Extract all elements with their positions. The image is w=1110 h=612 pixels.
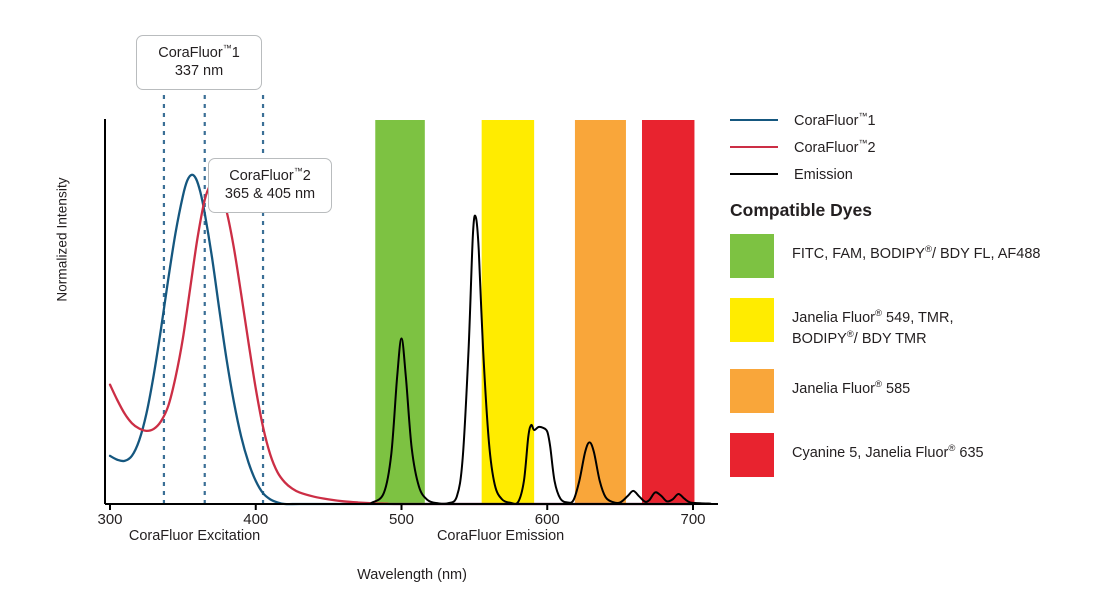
callout-corafluor-1: CoraFluor™1 337 nm — [136, 35, 262, 90]
compatible-dyes-list: FITC, FAM, BODIPY®/ BDY FL, AF488 Janelia… — [730, 234, 1110, 497]
dye-label-line: Janelia Fluor® 549, TMR, — [792, 307, 953, 328]
chart-plot-area: Normalized Intensity Wavelength (nm) 300… — [54, 35, 718, 583]
legend-line-icon — [730, 145, 778, 148]
trademark-icon: ™ — [858, 110, 868, 121]
legend-label-index: 1 — [867, 112, 876, 129]
x-axis-title: Wavelength (nm) — [357, 567, 467, 583]
legend-label-text: CoraFluor — [794, 139, 859, 156]
legend-label-index: 2 — [867, 139, 876, 156]
callout-corafluor-2: CoraFluor™2 365 & 405 nm — [208, 158, 332, 213]
x-tick-label-300: 300 — [97, 511, 123, 528]
trademark-icon: ™ — [293, 166, 303, 176]
green-band — [375, 120, 425, 504]
dye-item-0[interactable]: FITC, FAM, BODIPY®/ BDY FL, AF488 — [730, 234, 1110, 278]
callout-2-index: 2 — [302, 167, 311, 184]
callout-1-name: CoraFluor — [158, 44, 223, 61]
series-curve-2 — [109, 214, 712, 506]
dye-label-line: FITC, FAM, BODIPY®/ BDY FL, AF488 — [792, 243, 1040, 264]
dye-label-text: 635 — [955, 444, 984, 461]
callout-2-value: 365 & 405 nm — [224, 186, 316, 203]
dye-label-text: FITC, FAM, BODIPY — [792, 245, 925, 262]
dye-label-text: / BDY TMR — [853, 330, 927, 347]
legend-item-label: CoraFluor™1 — [794, 111, 876, 129]
legend-item-label: CoraFluor™2 — [794, 138, 876, 156]
dye-color-swatch — [730, 432, 774, 477]
legend-label-text: CoraFluor — [794, 112, 859, 129]
legend-line-icon — [730, 118, 778, 121]
dye-item-label: FITC, FAM, BODIPY®/ BDY FL, AF488 — [792, 234, 1040, 264]
yellow-band — [481, 120, 535, 504]
red-band — [641, 120, 695, 504]
spectra-chart — [104, 95, 718, 510]
trademark-icon: ™ — [858, 137, 868, 148]
dye-label-text: Janelia Fluor — [792, 309, 876, 326]
dye-label-line: Janelia Fluor® 585 — [792, 378, 910, 399]
series-curve-1 — [108, 180, 695, 506]
dye-color-swatch — [730, 368, 774, 413]
x-tick-label-700: 700 — [680, 511, 706, 528]
series-legend: CoraFluor™1 CoraFluor™2 Emission — [730, 106, 1110, 187]
trademark-icon: ™ — [222, 43, 232, 53]
dye-item-label: Janelia Fluor® 585 — [792, 369, 910, 399]
legend-item-2[interactable]: Emission — [730, 160, 1110, 187]
region-label-0: CoraFluor Excitation — [128, 528, 261, 544]
registered-icon: ® — [846, 328, 854, 340]
x-tick-label-400: 400 — [243, 511, 269, 528]
legend-item-0[interactable]: CoraFluor™1 — [730, 106, 1110, 133]
legend-label-text: Emission — [794, 166, 853, 183]
dye-label-text: Cyanine 5, Janelia Fluor — [792, 444, 949, 461]
registered-icon: ® — [924, 244, 932, 255]
callout-1-value: 337 nm — [174, 63, 224, 80]
x-tick-label-500: 500 — [388, 511, 415, 528]
y-axis-title: Normalized Intensity — [54, 177, 70, 302]
dye-label-text: 549, TMR, — [882, 309, 954, 326]
dye-color-swatch — [730, 298, 774, 342]
legend-item-label: Emission — [794, 165, 853, 183]
legend-line-icon — [730, 172, 778, 175]
dye-item-3[interactable]: Cyanine 5, Janelia Fluor® 635 — [730, 432, 1110, 477]
registered-icon: ® — [875, 308, 883, 319]
compatible-dyes-title: Compatible Dyes — [730, 200, 872, 220]
dye-item-label: Cyanine 5, Janelia Fluor® 635 — [792, 433, 984, 463]
callout-1-index: 1 — [231, 44, 240, 61]
orange-band — [574, 120, 626, 504]
dye-label-line: BODIPY®/ BDY TMR — [792, 328, 953, 349]
dye-item-2[interactable]: Janelia Fluor® 585 — [730, 368, 1110, 413]
registered-icon: ® — [875, 378, 883, 390]
callout-2-name: CoraFluor — [229, 167, 294, 184]
legend-item-1[interactable]: CoraFluor™2 — [730, 133, 1110, 160]
dye-label-text: BODIPY — [792, 330, 847, 347]
dye-label-text: 585 — [882, 380, 911, 397]
dye-item-label: Janelia Fluor® 549, TMR, BODIPY®/ BDY TMR — [792, 298, 953, 349]
registered-icon: ® — [948, 442, 956, 454]
dye-label-line: Cyanine 5, Janelia Fluor® 635 — [792, 442, 984, 463]
dye-color-swatch — [730, 234, 774, 278]
dye-item-1[interactable]: Janelia Fluor® 549, TMR, BODIPY®/ BDY TMR — [730, 298, 1110, 349]
region-label-1: CoraFluor Emission — [436, 528, 565, 544]
dye-label-text: / BDY FL, AF488 — [931, 245, 1041, 262]
dye-label-text: Janelia Fluor — [792, 380, 876, 397]
x-tick-label-600: 600 — [534, 511, 560, 528]
